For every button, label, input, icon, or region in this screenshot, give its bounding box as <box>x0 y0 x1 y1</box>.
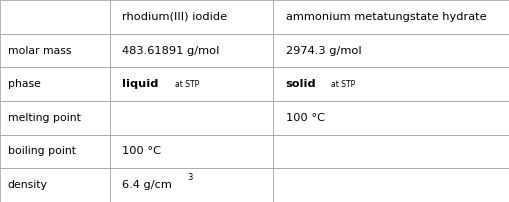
Bar <box>272 135 509 168</box>
Text: liquid: liquid <box>122 79 158 89</box>
Bar <box>272 0 509 34</box>
Text: ammonium metatungstate hydrate: ammonium metatungstate hydrate <box>285 12 485 22</box>
Text: solid: solid <box>285 79 316 89</box>
Bar <box>0 135 109 168</box>
Text: melting point: melting point <box>8 113 80 123</box>
Bar <box>272 34 509 67</box>
Text: 483.61891 g/mol: 483.61891 g/mol <box>122 45 219 56</box>
Text: at STP: at STP <box>330 80 355 89</box>
Bar <box>0 34 109 67</box>
Bar <box>272 168 509 202</box>
Text: phase: phase <box>8 79 40 89</box>
Bar <box>0 67 109 101</box>
Bar <box>0 168 109 202</box>
Bar <box>0 0 109 34</box>
Text: boiling point: boiling point <box>8 146 75 157</box>
Bar <box>109 0 272 34</box>
Bar <box>272 101 509 135</box>
Bar <box>272 67 509 101</box>
Text: molar mass: molar mass <box>8 45 71 56</box>
Text: at STP: at STP <box>175 80 200 89</box>
Bar <box>109 34 272 67</box>
Bar <box>109 67 272 101</box>
Text: density: density <box>8 180 47 190</box>
Text: 6.4 g/cm: 6.4 g/cm <box>122 180 172 190</box>
Text: 100 °C: 100 °C <box>122 146 161 157</box>
Text: 100 °C: 100 °C <box>285 113 324 123</box>
Bar <box>109 101 272 135</box>
Bar <box>0 101 109 135</box>
Text: rhodium(III) iodide: rhodium(III) iodide <box>122 12 227 22</box>
Text: 2974.3 g/mol: 2974.3 g/mol <box>285 45 360 56</box>
Text: 3: 3 <box>187 173 193 182</box>
Bar <box>109 168 272 202</box>
Bar <box>109 135 272 168</box>
